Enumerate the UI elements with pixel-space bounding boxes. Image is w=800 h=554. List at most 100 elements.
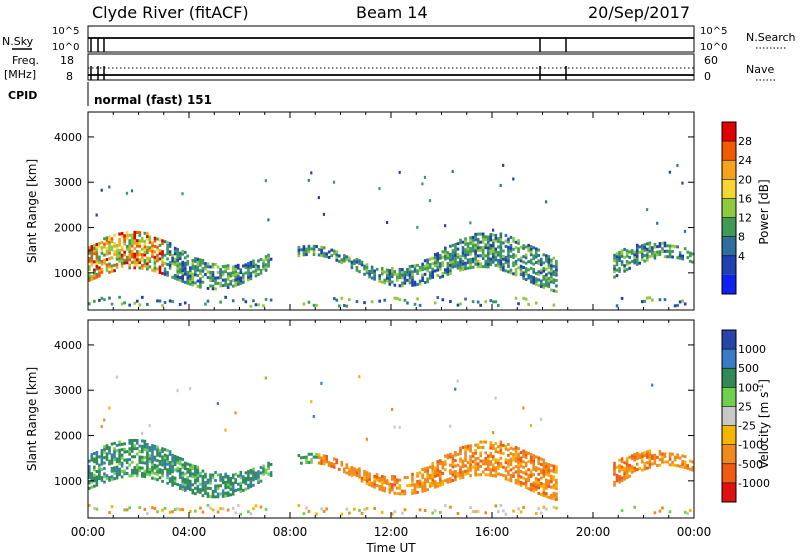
echo-cell	[194, 509, 197, 513]
echo-cell	[209, 478, 212, 482]
echo-cell	[128, 241, 131, 245]
echo-cell	[426, 466, 429, 470]
echo-cell	[186, 259, 190, 263]
echo-cell	[239, 281, 243, 285]
echo-cell	[550, 266, 553, 270]
echo-cell	[125, 466, 129, 470]
echo-cell	[214, 470, 217, 474]
echo-cell	[398, 492, 402, 496]
echo-cell	[640, 257, 644, 261]
echo-cell	[264, 257, 268, 261]
echo-cell	[146, 267, 149, 271]
echo-cell	[135, 463, 139, 467]
echo-cell	[113, 269, 116, 273]
echo-cell	[428, 481, 432, 485]
echo-cell	[527, 468, 530, 472]
echo-cell	[168, 471, 172, 475]
echo-cell	[249, 263, 253, 267]
echo-cell	[206, 486, 210, 490]
echo-cell	[552, 264, 556, 268]
echo-cell	[231, 492, 235, 496]
echo-cell	[396, 275, 399, 279]
echo-cell	[666, 249, 669, 253]
velocity-colorbar-label-sup: -1	[756, 384, 765, 392]
echo-cell	[113, 441, 116, 445]
colorbar-segment	[722, 217, 736, 237]
colorbar-tick-label: -25	[738, 420, 756, 433]
echo-cell	[489, 257, 493, 261]
echo-cell	[125, 461, 129, 465]
echo-cell	[489, 454, 493, 458]
echo-cell	[120, 448, 124, 452]
echo-cell	[471, 238, 475, 242]
echo-cell	[231, 476, 235, 480]
echo-cell	[176, 253, 179, 257]
echo-cell	[436, 257, 440, 261]
echo-cell	[393, 272, 397, 276]
echo-cell	[224, 491, 227, 495]
echo-cell	[393, 283, 397, 287]
echo-cell	[135, 250, 139, 254]
echo-cell	[428, 473, 432, 477]
echo-cell	[527, 249, 530, 253]
echo-cell	[305, 506, 308, 510]
echo-cell	[408, 278, 412, 282]
echo-cell	[423, 175, 427, 179]
echo-cell	[668, 510, 672, 514]
echo-cell	[484, 265, 488, 269]
echo-cell	[257, 259, 260, 263]
echo-cell	[471, 465, 475, 469]
echo-cell	[189, 474, 192, 478]
echo-cell	[181, 479, 185, 483]
echo-cell	[302, 455, 306, 459]
echo-cell	[497, 458, 500, 462]
echo-cell	[522, 482, 525, 486]
echo-cell	[454, 478, 457, 482]
echo-cell	[547, 263, 551, 267]
colorbar-segment	[722, 482, 736, 502]
echo-cell	[189, 509, 192, 513]
echo-cell	[451, 257, 455, 261]
echo-cell	[128, 258, 131, 262]
echo-cell	[406, 484, 409, 488]
echo-cell	[529, 247, 533, 251]
echo-cell	[623, 264, 626, 268]
echo-cell	[194, 481, 197, 485]
echo-cell	[464, 237, 467, 241]
echo-cell	[646, 466, 649, 470]
echo-cell	[242, 278, 245, 282]
echo-cell	[247, 478, 250, 482]
echo-cell	[512, 247, 515, 251]
echo-cell	[148, 448, 152, 452]
echo-cell	[449, 452, 452, 456]
echo-cell	[426, 266, 429, 270]
echo-cell	[216, 270, 220, 274]
echo-cell	[95, 461, 99, 465]
echo-cell	[441, 298, 445, 302]
echo-cell	[370, 276, 374, 280]
echo-cell	[93, 484, 96, 488]
echo-cell	[262, 259, 265, 263]
echo-cell	[141, 266, 144, 270]
echo-cell	[128, 463, 131, 467]
echo-cell	[95, 262, 99, 266]
echo-cell	[534, 301, 538, 305]
echo-cell	[479, 254, 482, 258]
echo-cell	[539, 268, 543, 272]
echo-cell	[151, 449, 154, 453]
echo-cell	[242, 275, 245, 279]
echo-cell	[156, 510, 159, 514]
echo-cell	[307, 244, 311, 248]
echo-cell	[676, 464, 679, 468]
echo-cell	[494, 239, 498, 243]
echo-cell	[143, 447, 147, 451]
echo-cell	[489, 246, 493, 250]
echo-cell	[98, 474, 101, 478]
echo-cell	[204, 475, 207, 479]
echo-cell	[161, 250, 164, 254]
echo-cell	[108, 296, 111, 300]
echo-cell	[201, 258, 205, 262]
echo-cell	[428, 276, 432, 280]
echo-cell	[161, 252, 164, 256]
echo-cell	[201, 494, 205, 498]
